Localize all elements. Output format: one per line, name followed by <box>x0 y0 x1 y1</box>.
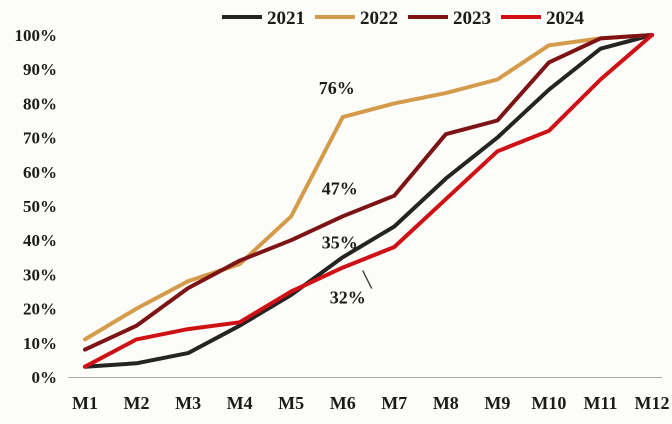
x-tick-label: M8 <box>433 393 459 413</box>
series-line-2022 <box>83 33 654 342</box>
y-tick-label: 10% <box>23 334 57 353</box>
x-tick-label: M7 <box>381 393 407 413</box>
y-tick-label: 100% <box>15 26 58 45</box>
legend-item-2022: 2022 <box>315 8 398 29</box>
y-tick-label: 60% <box>23 163 57 182</box>
y-tick-label: 0% <box>32 368 58 387</box>
x-tick-label: M10 <box>531 393 566 413</box>
legend-item-2021: 2021 <box>222 8 305 29</box>
y-tick-label: 80% <box>23 94 57 113</box>
annotation-32: 32% <box>330 288 366 308</box>
y-tick-label: 50% <box>23 197 57 216</box>
x-tick-label: M1 <box>72 393 98 413</box>
x-tick-label: M2 <box>124 393 150 413</box>
legend-label-2023: 2023 <box>453 8 491 29</box>
series-line-2021 <box>83 33 654 369</box>
y-tick-label: 90% <box>23 60 57 79</box>
legend-label-2024: 2024 <box>546 8 585 29</box>
annotation-35: 35% <box>322 232 358 252</box>
legend-label-2021: 2021 <box>267 8 305 29</box>
y-tick-label: 20% <box>23 300 57 319</box>
x-tick-label: M11 <box>583 393 617 413</box>
annotation-76: 76% <box>319 78 355 98</box>
legend-item-2024: 2024 <box>501 8 585 29</box>
legend-label-2022: 2022 <box>360 8 398 29</box>
x-tick-label: M9 <box>484 393 510 413</box>
x-tick-label: M12 <box>635 393 670 413</box>
series-line-2024 <box>83 33 654 369</box>
annotation-47: 47% <box>322 178 358 198</box>
y-tick-label: 40% <box>23 231 57 250</box>
y-tick-label: 30% <box>23 265 57 284</box>
y-tick-label: 70% <box>23 129 57 148</box>
x-tick-label: M3 <box>175 393 201 413</box>
series-line-2023 <box>83 33 654 352</box>
x-tick-label: M4 <box>227 393 253 413</box>
x-tick-label: M6 <box>330 393 356 413</box>
x-tick-label: M5 <box>278 393 304 413</box>
annotation-leader-line <box>362 270 373 289</box>
legend-item-2023: 2023 <box>408 8 491 29</box>
